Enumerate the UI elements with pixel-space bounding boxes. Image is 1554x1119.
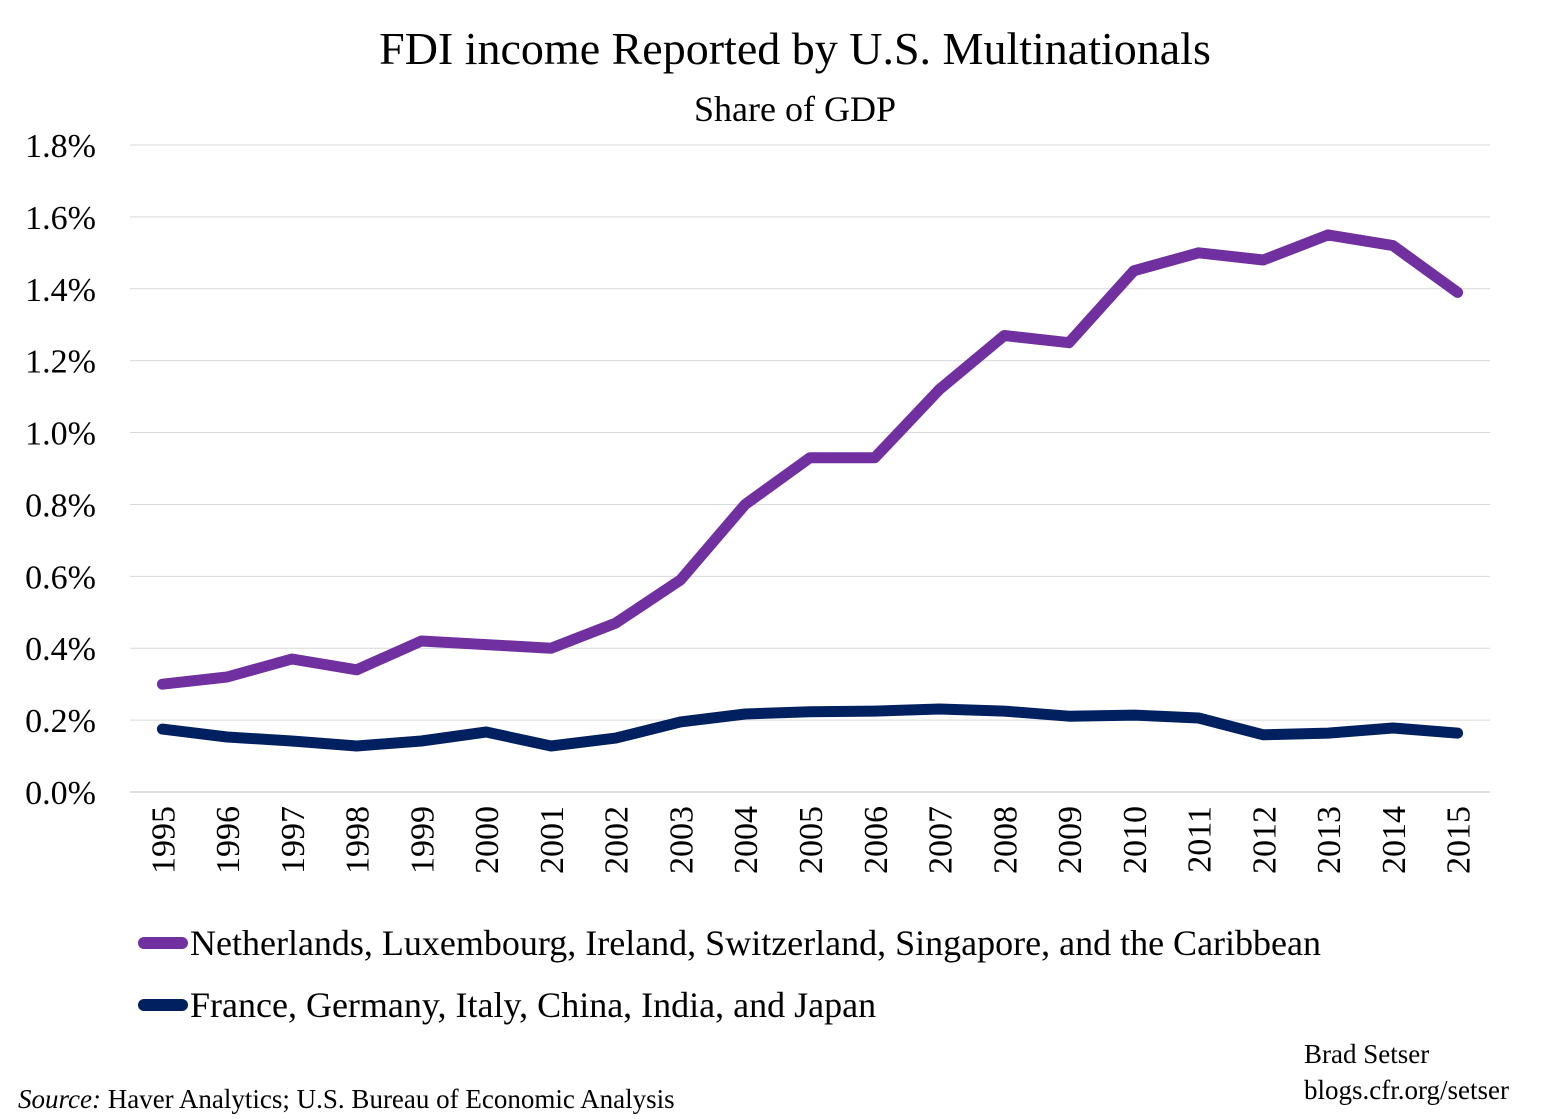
x-tick-label: 2005 xyxy=(793,806,830,874)
y-tick-label: 1.6% xyxy=(25,200,96,237)
x-tick-label: 2003 xyxy=(663,806,700,874)
x-tick-label: 1997 xyxy=(275,806,312,874)
x-tick-label: 2009 xyxy=(1052,806,1089,874)
x-tick-label: 1999 xyxy=(404,806,441,874)
legend-item-large-economies: France, Germany, Italy, China, India, an… xyxy=(138,984,876,1026)
y-tick-label: 0.6% xyxy=(25,559,96,596)
source-note: Source: Haver Analytics; U.S. Bureau of … xyxy=(18,1084,675,1115)
legend-swatch-navy xyxy=(138,999,188,1011)
y-tick-label: 0.8% xyxy=(25,487,96,524)
y-tick-label: 0.0% xyxy=(25,775,96,812)
y-tick-label: 0.4% xyxy=(25,631,96,668)
x-tick-label: 2015 xyxy=(1441,806,1478,874)
x-tick-label: 2001 xyxy=(534,806,571,874)
chart-title: FDI income Reported by U.S. Multinationa… xyxy=(379,23,1211,74)
x-tick-label: 2014 xyxy=(1376,806,1413,874)
x-tick-label: 2002 xyxy=(599,806,636,874)
y-tick-label: 1.2% xyxy=(25,344,96,381)
author-url: blogs.cfr.org/setser xyxy=(1304,1075,1509,1105)
x-tick-label: 2004 xyxy=(728,806,765,874)
x-tick-label: 1998 xyxy=(340,806,377,874)
x-tick-label: 2011 xyxy=(1182,806,1219,873)
series-line-1 xyxy=(156,703,1464,752)
y-tick-label: 1.0% xyxy=(25,416,96,453)
x-tick-label: 1995 xyxy=(145,806,182,874)
y-tick-label: 0.2% xyxy=(25,703,96,740)
y-tick-label: 1.8% xyxy=(25,128,96,165)
author-name: Brad Setser xyxy=(1304,1039,1430,1069)
x-tick-label: 2000 xyxy=(469,806,506,874)
source-text: Haver Analytics; U.S. Bureau of Economic… xyxy=(100,1084,675,1114)
y-tick-label: 1.4% xyxy=(25,272,96,309)
x-tick-label: 2007 xyxy=(923,806,960,874)
series-line-0 xyxy=(156,229,1464,690)
legend-label: France, Germany, Italy, China, India, an… xyxy=(190,985,877,1025)
chart-subtitle: Share of GDP xyxy=(694,89,896,129)
x-tick-label: 2010 xyxy=(1117,806,1154,874)
x-tick-label: 1996 xyxy=(210,806,247,874)
x-tick-label: 2008 xyxy=(987,806,1024,874)
author-credit: Brad Setser blogs.cfr.org/setser xyxy=(1304,1036,1509,1108)
legend-item-tax-havens: Netherlands, Luxembourg, Ireland, Switze… xyxy=(138,922,1321,964)
x-tick-label: 2013 xyxy=(1311,806,1348,874)
x-tick-label: 2006 xyxy=(858,806,895,874)
x-tick-label: 2012 xyxy=(1246,806,1283,874)
legend-swatch-purple xyxy=(138,937,188,949)
legend-label: Netherlands, Luxembourg, Ireland, Switze… xyxy=(190,923,1321,963)
source-label: Source: xyxy=(18,1084,101,1114)
